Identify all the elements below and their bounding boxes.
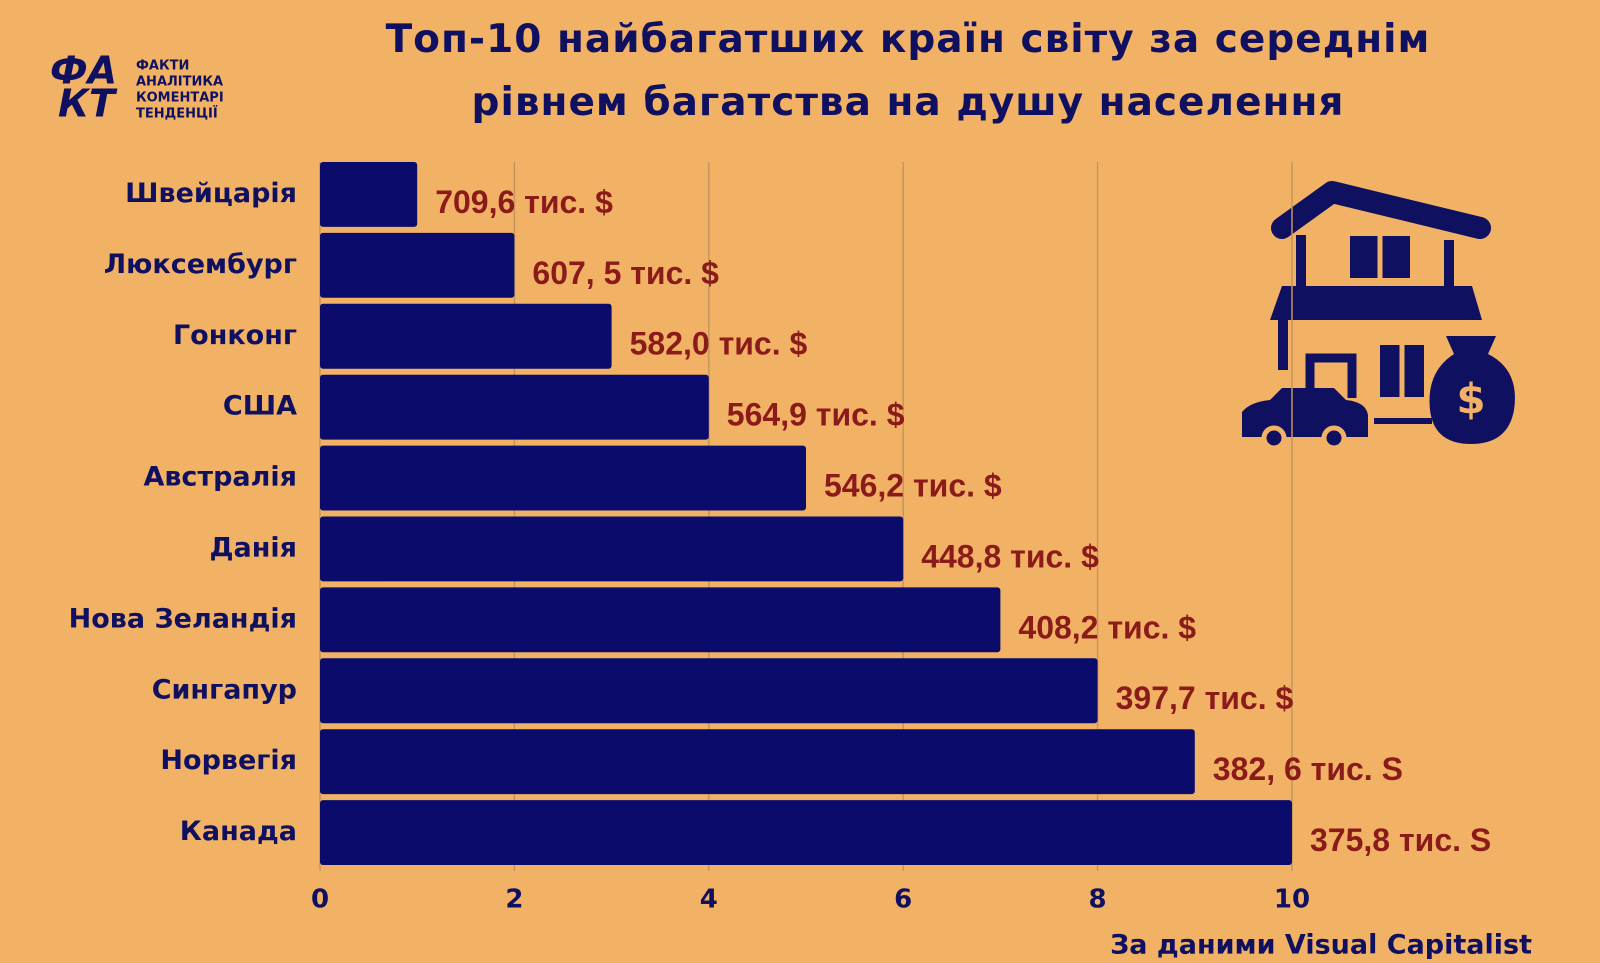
logo: ФА КТ ФАКТИ АНАЛІТИКА КОМЕНТАРІ ТЕНДЕНЦІ… (50, 49, 224, 126)
value-label: 582,0 тис. $ (630, 326, 808, 362)
chart-title: Топ-10 найбагатших країн світу за середн… (385, 17, 1431, 125)
bar (320, 516, 904, 582)
x-tick-label: 0 (311, 885, 329, 915)
bar (320, 303, 612, 369)
bar (320, 729, 1195, 795)
bar (320, 587, 1001, 653)
category-label: Данія (209, 532, 297, 563)
logo-mark: КТ (58, 82, 118, 126)
value-label: 408,2 тис. $ (1018, 609, 1196, 645)
value-label: 564,9 тис. $ (727, 397, 905, 433)
x-tick-label: 2 (505, 885, 523, 915)
bar (320, 374, 709, 440)
x-tick-label: 8 (1089, 885, 1107, 915)
bar (320, 232, 515, 298)
value-label: 382, 6 тис. S (1213, 751, 1403, 787)
icon: $ (1242, 181, 1515, 451)
value-label: 375,8 тис. S (1310, 822, 1491, 858)
category-label: Канада (180, 816, 297, 847)
bar (320, 658, 1098, 724)
category-label: Норвегія (160, 745, 297, 776)
logo-line: КОМЕНТАРІ (136, 91, 224, 106)
category-label: Сингапур (152, 674, 297, 705)
x-tick-label: 6 (894, 885, 912, 915)
category-label: Гонконг (173, 320, 297, 351)
category-label: Нова Зеландія (69, 603, 297, 634)
logo-line: ФАКТИ (136, 59, 189, 74)
category-label: Австралія (143, 462, 297, 493)
x-tick-label: 10 (1274, 885, 1310, 915)
value-label: 546,2 тис. $ (824, 468, 1002, 504)
value-label: 607, 5 тис. $ (532, 255, 719, 291)
category-label: Люксембург (104, 249, 297, 280)
source: За даними Visual Capitalist (1110, 930, 1532, 961)
x-tick-label: 4 (700, 885, 718, 915)
bar (320, 800, 1292, 865)
logo-mark: ФА (50, 49, 117, 93)
bar (320, 162, 418, 227)
value-label: 448,8 тис. $ (921, 538, 1099, 574)
logo-line: АНАЛІТИКА (136, 75, 223, 90)
logo-line: ТЕНДЕНЦІЇ (136, 106, 218, 122)
category-label: США (223, 391, 297, 422)
value-label: 709,6 тис. $ (435, 184, 613, 220)
bar (320, 445, 806, 511)
value-label: 397,7 тис. $ (1116, 680, 1294, 716)
icon-symbol: $ (1456, 375, 1485, 424)
category-label: Швейцарія (125, 178, 297, 209)
